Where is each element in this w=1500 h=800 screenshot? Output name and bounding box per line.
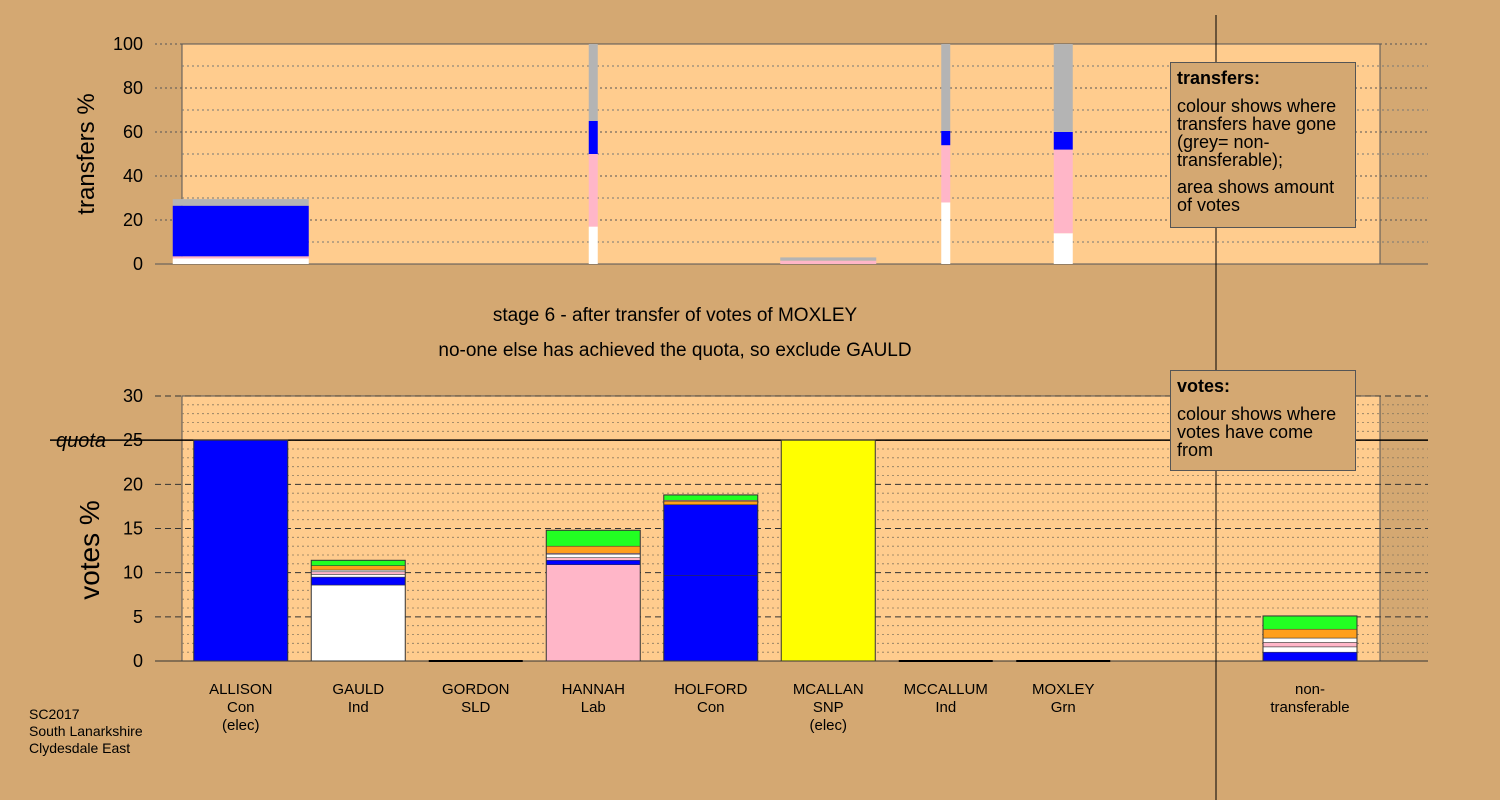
quota-label: quota (56, 430, 106, 452)
candidate-name: MOXLEY (1032, 681, 1095, 698)
stage-title: stage 6 - after transfer of votes of MOX… (492, 305, 858, 326)
transfers-y-tick-label: 20 (123, 210, 143, 230)
transfer-bar-segment (588, 154, 598, 227)
transfer-bar-segment (172, 205, 309, 257)
vote-bar-outline (193, 439, 289, 662)
votes-y-tick-label: 30 (123, 386, 143, 406)
candidate-name: HOLFORD (674, 681, 748, 698)
vote-bar-segment (546, 553, 641, 558)
transfers-legend-box: transfers: colour shows where transfers … (1170, 62, 1356, 228)
vote-bar-segment (311, 560, 406, 566)
vote-bar-segment (663, 494, 758, 501)
candidate-status: (elec) (809, 717, 847, 734)
vote-bar-segment (546, 560, 641, 565)
transfer-bar-segment (780, 260, 877, 264)
candidate-party: Ind (348, 699, 369, 716)
transfer-bar-segment (941, 202, 951, 264)
transfers-legend-text: colour shows where transfers have gone (… (1177, 96, 1337, 170)
candidate-party: SLD (461, 699, 490, 716)
vote-bar-segment (663, 500, 758, 505)
transfers-y-tick-label: 80 (123, 78, 143, 98)
vote-bar-outline (663, 494, 759, 662)
nontransferable-label: transferable (1270, 699, 1349, 716)
transfer-bar-segment (172, 256, 309, 259)
votes-legend-text: colour shows where votes have come from (1177, 404, 1337, 460)
vote-bar-segment (311, 571, 406, 575)
votes-y-axis-label: votes % (74, 500, 105, 600)
vote-bar-segment (546, 557, 641, 561)
nontransferable-bar-segment (1262, 637, 1358, 643)
transfer-bar-segment (588, 226, 598, 264)
vote-bar-segment (193, 439, 288, 662)
vote-bar-segment (663, 575, 758, 662)
transfer-bar-segment (1053, 44, 1073, 132)
vote-bar-segment (311, 565, 406, 571)
nontransferable-bar-segment (1262, 646, 1358, 653)
votes-legend-title: votes: (1177, 376, 1231, 396)
candidate-status: (elec) (222, 717, 260, 734)
candidate-party: Con (697, 699, 725, 716)
transfers-legend-area-text: area shows amount of votes (1177, 177, 1335, 215)
nontransferable-bar-segment (1262, 651, 1358, 662)
transfer-bar-segment (588, 44, 598, 121)
votes-y-tick-label: 10 (123, 563, 143, 583)
ward-name: Clydesdale East (29, 740, 131, 756)
vote-bar-segment (311, 584, 406, 662)
candidate-name: GORDON (442, 681, 510, 698)
candidate-party: Con (227, 699, 255, 716)
transfer-bar-segment (941, 44, 951, 131)
votes-y-tick-label: 5 (133, 607, 143, 627)
transfers-y-tick-label: 40 (123, 166, 143, 186)
vote-bar-outline (545, 529, 641, 662)
vote-bar-segment (311, 574, 406, 578)
election-code: SC2017 (29, 706, 80, 722)
transfer-bar-segment (588, 121, 598, 154)
candidate-party: SNP (813, 699, 844, 716)
transfer-bar-segment (1053, 149, 1073, 234)
vote-bar-segment (546, 545, 641, 554)
transfer-bar-segment (780, 257, 877, 261)
candidate-name: HANNAH (562, 681, 625, 698)
candidate-name: MCALLAN (793, 681, 864, 698)
votes-y-tick-label: 15 (123, 519, 143, 539)
transfer-bar-segment (1053, 233, 1073, 264)
vote-bar-segment (311, 569, 406, 573)
candidate-name: ALLISON (209, 681, 272, 698)
transfers-legend-title: transfers: (1177, 68, 1261, 88)
exclusion-note: no-one else has achieved the quota, so e… (438, 340, 912, 361)
votes-y-tick-label: 20 (123, 474, 143, 494)
vote-bar-segment (663, 504, 758, 576)
vote-bar-segment (781, 439, 876, 662)
transfer-bar-segment (941, 145, 951, 203)
transfer-bar-segment (1053, 132, 1073, 150)
candidate-party: Lab (581, 699, 606, 716)
transfer-bar-segment (941, 130, 951, 146)
transfers-y-tick-label: 60 (123, 122, 143, 142)
candidate-name: GAULD (332, 681, 384, 698)
nontransferable-bar-segment (1262, 615, 1358, 630)
vote-bar-segment (546, 530, 641, 547)
vote-bar-outline (310, 559, 406, 662)
council-name: South Lanarkshire (29, 723, 143, 739)
vote-bar-outline (780, 439, 876, 662)
transfers-y-tick-label: 0 (133, 254, 143, 274)
transfer-bar-segment (172, 258, 309, 264)
vote-bar-segment (311, 576, 406, 586)
candidate-party: Ind (935, 699, 956, 716)
votes-y-tick-label: 0 (133, 651, 143, 671)
nontransferable-label: non- (1295, 681, 1325, 698)
candidate-party: Grn (1051, 699, 1076, 716)
vote-bar-segment (546, 564, 641, 662)
nontransferable-bar-segment (1262, 642, 1358, 648)
transfers-y-tick-label: 100 (113, 34, 143, 54)
nontransferable-bar-outline (1262, 615, 1358, 662)
transfers-y-axis-label: transfers % (73, 93, 100, 214)
transfer-bar-segment (172, 199, 309, 206)
nontransferable-bar-segment (1262, 628, 1358, 639)
candidate-name: MCCALLUM (904, 681, 988, 698)
votes-legend-box: votes: colour shows where votes have com… (1170, 370, 1356, 471)
